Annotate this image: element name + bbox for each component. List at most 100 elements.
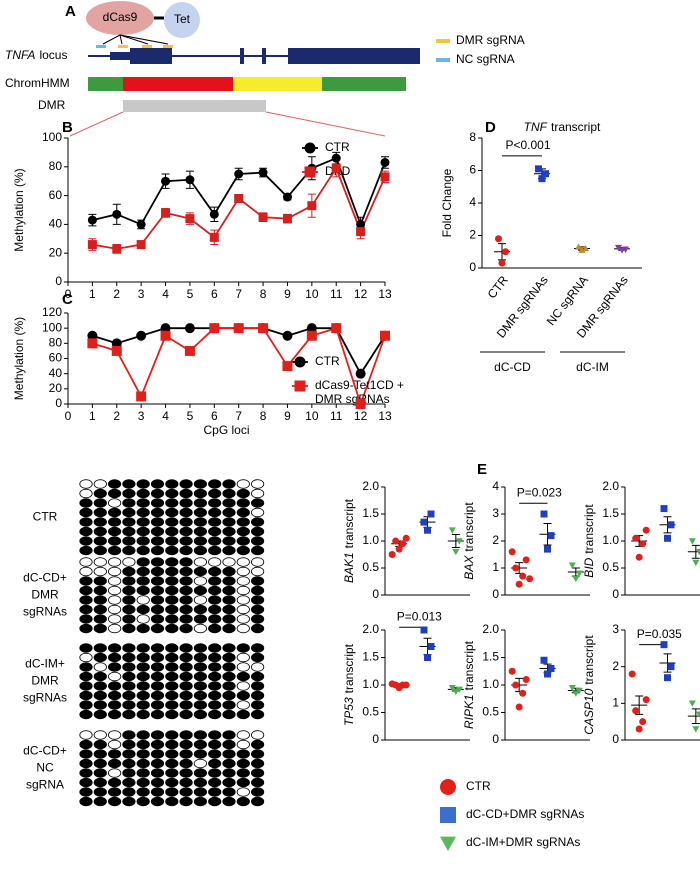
ylabel-gene: BAX [462, 555, 476, 580]
marker [136, 219, 146, 229]
cpg-site [179, 681, 193, 691]
cpg-site [236, 671, 250, 682]
cpg-site [122, 652, 136, 663]
cpg-site [179, 671, 193, 682]
cpg-site [93, 536, 107, 546]
x-tick-label: 0 [65, 287, 72, 301]
y-tick-label: 2.0 [602, 479, 619, 493]
cpg-site [93, 730, 107, 740]
cpg-site [136, 498, 150, 508]
cpg-site [108, 671, 122, 682]
marker [424, 654, 431, 661]
cpg-site [236, 681, 250, 691]
x-tick-label: 8 [260, 409, 267, 423]
cpg-site [179, 604, 193, 615]
marker [515, 703, 523, 711]
y-tick-label: 0 [492, 732, 499, 746]
y-tick-label: 1.0 [362, 677, 379, 691]
marker [233, 323, 244, 334]
marker [111, 338, 122, 349]
cpg-site [236, 479, 250, 489]
marker [622, 246, 629, 253]
cpg-site [122, 498, 136, 508]
cpg-site [165, 700, 179, 710]
cpg-site [150, 681, 165, 691]
cpg-site [193, 709, 207, 720]
cpg-site [251, 739, 265, 750]
cpg-site [251, 758, 265, 769]
cpg-site [208, 700, 222, 710]
cpg-site [165, 739, 179, 750]
cpg-site [193, 730, 207, 740]
marker [455, 686, 463, 693]
cpg-site [79, 479, 93, 489]
cpg-site [93, 690, 107, 701]
cpg-site [108, 681, 122, 691]
cpg-site [150, 507, 165, 518]
y-tick-label: 100 [42, 130, 62, 144]
cpg-site [165, 758, 179, 769]
cpg-site [122, 758, 136, 769]
cpg-site [251, 662, 265, 672]
cpg-site [179, 557, 193, 567]
x-tick-label: 5 [187, 409, 194, 423]
cpg-site [108, 730, 122, 740]
cpg-site [236, 488, 250, 499]
marker [639, 540, 647, 548]
marker [660, 505, 668, 513]
cpg-site [208, 498, 222, 508]
cpg-site [236, 585, 250, 596]
cpg-site [122, 576, 136, 586]
cpg-site [150, 557, 165, 567]
group-label: dC-CD+ [23, 743, 67, 757]
y-tick-label: 0 [55, 396, 62, 410]
x-tick-label: 3 [138, 409, 145, 423]
cpg-site [165, 623, 179, 634]
marker [535, 165, 542, 173]
cpg-site [136, 777, 150, 788]
marker [258, 323, 269, 334]
y-tick-label: 0.5 [482, 705, 499, 719]
node-label: Tet [174, 12, 191, 26]
ylabel-gene: CASP10 [582, 688, 596, 734]
cpg-site [165, 545, 179, 556]
cpg-site [165, 479, 179, 489]
cpg-site [193, 623, 207, 634]
cpg-site [136, 796, 150, 807]
marker [667, 521, 675, 529]
cpg-site [236, 700, 250, 710]
cpg-site [179, 643, 193, 653]
marker [355, 368, 366, 379]
marker [87, 338, 98, 349]
marker [512, 681, 520, 689]
group-label: sgRNAs [23, 690, 67, 704]
cpg-site [208, 526, 222, 537]
cpg-site [150, 758, 165, 769]
marker [380, 172, 390, 182]
cpg-site [208, 758, 222, 769]
y-tick-label: 2 [492, 533, 499, 547]
y-tick-label: 8 [469, 130, 476, 144]
cpg-site [251, 643, 265, 653]
x-tick-label: 2 [113, 409, 120, 423]
cpg-site [165, 536, 179, 546]
sem-bar [691, 708, 700, 724]
panel-label: A [65, 3, 76, 20]
cpg-site [79, 595, 93, 605]
marker [185, 214, 195, 224]
marker [632, 534, 640, 542]
cpg-site [251, 777, 265, 788]
cpg-site [179, 739, 193, 750]
cpg-site [79, 585, 93, 596]
cpg-site [179, 730, 193, 740]
cpg-site [93, 595, 107, 605]
cpg-site [136, 681, 150, 691]
cpg-site [165, 787, 179, 797]
legend-label: DMR sgRNAs [315, 392, 390, 406]
x-tick-label: 2 [113, 287, 120, 301]
cpg-site [222, 643, 236, 653]
cpg-site [93, 749, 107, 759]
x-tick-label: 5 [187, 287, 194, 301]
cpg-site [236, 768, 250, 778]
